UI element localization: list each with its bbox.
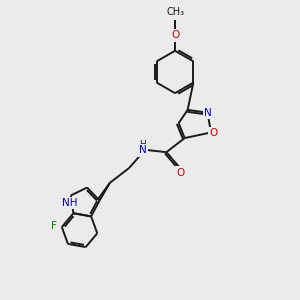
Text: CH₃: CH₃	[167, 7, 185, 17]
Text: N: N	[139, 146, 147, 155]
Text: O: O	[171, 31, 179, 40]
Text: H: H	[140, 140, 146, 149]
Text: O: O	[210, 128, 218, 138]
Text: N: N	[204, 108, 212, 118]
Text: NH: NH	[62, 198, 77, 208]
Text: O: O	[176, 168, 184, 178]
Text: F: F	[51, 221, 56, 231]
